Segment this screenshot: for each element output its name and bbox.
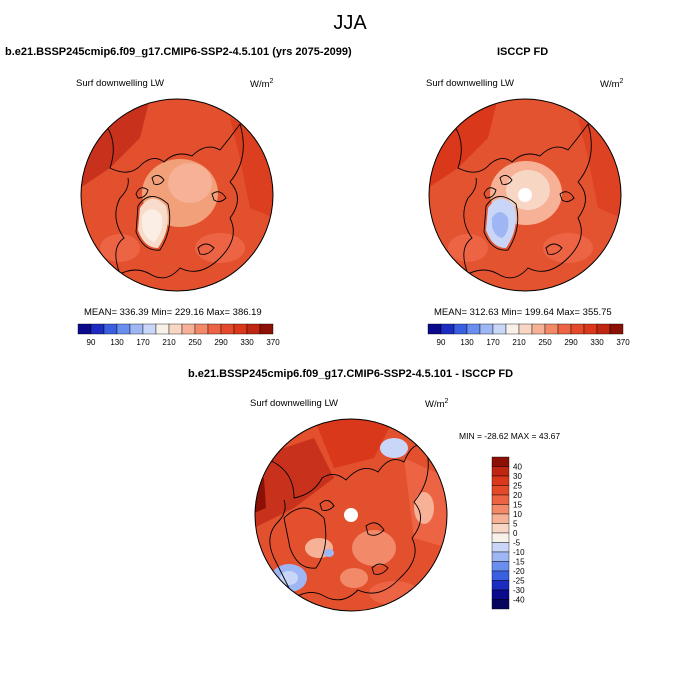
colorbar-right-swatch [453, 323, 468, 335]
colorbar-vertical-swatch [491, 513, 510, 524]
colorbar-vertical-swatch [491, 475, 510, 486]
colorbar-right-label: 170 [486, 338, 500, 347]
colorbar-vertical-swatch [491, 599, 510, 610]
colorbar-right-label: 330 [590, 338, 604, 347]
colorbar-vertical-swatch [491, 551, 510, 562]
colorbar-right-label: 290 [564, 338, 578, 347]
colorbar-left-swatch [259, 323, 274, 335]
colorbar-vertical-label: -40 [513, 596, 525, 605]
colorbar-left-label: 290 [214, 338, 228, 347]
panel2-title: ISCCP FD [497, 46, 549, 58]
colorbar-right-label: 370 [616, 338, 630, 347]
colorbar-vertical-swatch [491, 504, 510, 515]
colorbar-vertical-label: -15 [513, 558, 525, 567]
colorbar-vertical-swatch [491, 523, 510, 534]
colorbar-vertical-label: -20 [513, 567, 525, 576]
colorbar-vertical-label: 5 [513, 520, 518, 529]
colorbar-vertical-label: -25 [513, 577, 525, 586]
colorbar-vertical-label: 30 [513, 472, 522, 481]
colorbar-vertical-swatch [491, 570, 510, 581]
colorbar-left-swatch [77, 323, 92, 335]
colorbar-right-swatch [427, 323, 442, 335]
colorbar-left-swatch [129, 323, 144, 335]
colorbar-vertical-swatch [491, 494, 510, 505]
colorbar-vertical-swatch [491, 561, 510, 572]
colorbar-vertical-label: -5 [513, 539, 521, 548]
colorbar-vertical-swatch [491, 456, 510, 467]
colorbar-vertical-swatch [491, 580, 510, 591]
panel1-units: W/m2 [250, 78, 274, 91]
panel3-title: b.e21.BSSP245cmip6.f09_g17.CMIP6-SSP2-4.… [188, 368, 514, 380]
colorbar-vertical-label: 15 [513, 501, 522, 510]
panel3-stats: MIN = -28.62 MAX = 43.67 [459, 431, 561, 441]
colorbar-right-swatch [440, 323, 455, 335]
colorbar-left-swatch [207, 323, 222, 335]
colorbar-left-label: 370 [266, 338, 280, 347]
colorbar-vertical-label: 40 [513, 463, 522, 472]
colorbar-vertical-label: 10 [513, 510, 522, 519]
colorbar-left-swatch [116, 323, 131, 335]
colorbar-left-swatch [233, 323, 248, 335]
colorbar-horizontal-right: 90 130 170 210 250 290 330 370 [427, 323, 630, 347]
colorbar-left-label: 130 [110, 338, 124, 347]
colorbar-right-swatch [609, 323, 624, 335]
season-title: JJA [333, 12, 367, 34]
panel2-stats: MEAN= 312.63 Min= 199.64 Max= 355.75 [434, 307, 612, 318]
panel1-polar-map [80, 98, 274, 292]
colorbar-vertical-label: 20 [513, 491, 522, 500]
panel3-units: W/m2 [425, 398, 449, 411]
colorbar-left-swatch [90, 323, 105, 335]
panel2-units: W/m2 [600, 78, 624, 91]
colorbar-left-label: 330 [240, 338, 254, 347]
colorbar-vertical-label: 25 [513, 482, 522, 491]
colorbar-vertical-label: -10 [513, 548, 525, 557]
colorbar-right-label: 250 [538, 338, 552, 347]
colorbar-left-swatch [168, 323, 183, 335]
colorbar-left-swatch [194, 323, 209, 335]
colorbar-left-swatch [155, 323, 170, 335]
colorbar-vertical-label: -30 [513, 586, 525, 595]
panel1-title: b.e21.BSSP245cmip6.f09_g17.CMIP6-SSP2-4.… [5, 46, 352, 58]
colorbar-left-swatch [246, 323, 261, 335]
colorbar-horizontal-left: 90 130 170 210 250 290 330 370 [77, 323, 280, 347]
colorbar-vertical-swatch [491, 589, 510, 600]
colorbar-vertical-swatch [491, 466, 510, 477]
panel3-polar-map [254, 418, 448, 612]
panel3-variable: Surf downwelling LW [250, 398, 339, 409]
colorbar-vertical-swatch [491, 485, 510, 496]
colorbar-right-swatch [505, 323, 520, 335]
colorbar-right-swatch [570, 323, 585, 335]
colorbar-vertical-label: 0 [513, 529, 518, 538]
colorbar-left-label: 250 [188, 338, 202, 347]
panel2-variable: Surf downwelling LW [426, 78, 515, 89]
colorbar-left-label: 170 [136, 338, 150, 347]
colorbar-right-swatch [479, 323, 494, 335]
panel2-polar-map [428, 98, 622, 292]
colorbar-vertical-swatch [491, 542, 510, 553]
colorbar-right-swatch [492, 323, 507, 335]
colorbar-right-swatch [466, 323, 481, 335]
colorbar-right-label: 210 [512, 338, 526, 347]
colorbar-left-swatch [181, 323, 196, 335]
colorbar-left-swatch [142, 323, 157, 335]
colorbar-right-swatch [531, 323, 546, 335]
colorbar-right-swatch [518, 323, 533, 335]
colorbar-left-label: 90 [87, 338, 96, 347]
colorbar-right-label: 90 [437, 338, 446, 347]
colorbar-left-swatch [220, 323, 235, 335]
colorbar-right-label: 130 [460, 338, 474, 347]
colorbar-right-swatch [557, 323, 572, 335]
colorbar-right-swatch [544, 323, 559, 335]
panel1-variable: Surf downwelling LW [76, 78, 165, 89]
panel1-stats: MEAN= 336.39 Min= 229.16 Max= 386.19 [84, 307, 262, 318]
colorbar-left-swatch [103, 323, 118, 335]
colorbar-right-swatch [596, 323, 611, 335]
colorbar-left-label: 210 [162, 338, 176, 347]
colorbar-vertical-swatch [491, 532, 510, 543]
colorbar-right-swatch [583, 323, 598, 335]
